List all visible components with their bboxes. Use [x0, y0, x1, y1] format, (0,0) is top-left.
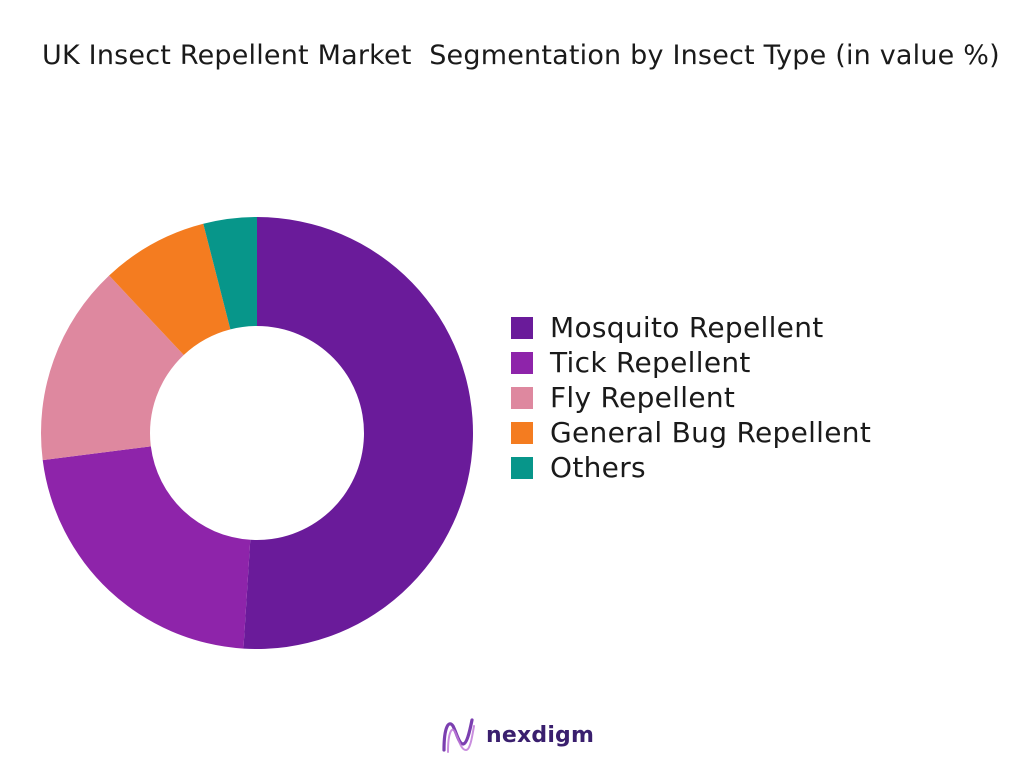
- chart-title: UK Insect Repellent Market Segmentation …: [42, 40, 1000, 71]
- legend-swatch: [511, 421, 533, 444]
- donut-slice-mosquito-repellent: [243, 217, 473, 649]
- legend-item: Mosquito Repellent: [511, 310, 871, 345]
- legend-swatch: [511, 386, 533, 409]
- donut-slice-others: [203, 217, 257, 330]
- legend-swatch: [511, 456, 533, 479]
- legend-label: General Bug Repellent: [550, 415, 872, 449]
- brand-name: nexdigm: [486, 722, 595, 748]
- brand-footer: nexdigm: [440, 716, 594, 754]
- chart-legend: Mosquito Repellent Tick Repellent Fly Repe…: [511, 310, 871, 485]
- donut-slice-tick-repellent: [42, 446, 251, 649]
- legend-swatch: [511, 351, 533, 374]
- legend-swatch: [511, 316, 533, 339]
- legend-label: Tick Repellent: [550, 345, 751, 379]
- donut-slice-fly-repellent: [40, 275, 184, 461]
- legend-item: Tick Repellent: [511, 345, 871, 380]
- legend-item: Others: [511, 450, 871, 485]
- legend-label: Mosquito Repellent: [550, 310, 824, 344]
- nexdigm-wave-logo-icon: [442, 718, 475, 753]
- donut-slice-general-bug-repellent: [109, 223, 231, 356]
- legend-item: General Bug Repellent: [511, 415, 871, 450]
- legend-label: Fly Repellent: [550, 380, 736, 414]
- legend-label: Others: [550, 450, 646, 484]
- legend-item: Fly Repellent: [511, 380, 871, 415]
